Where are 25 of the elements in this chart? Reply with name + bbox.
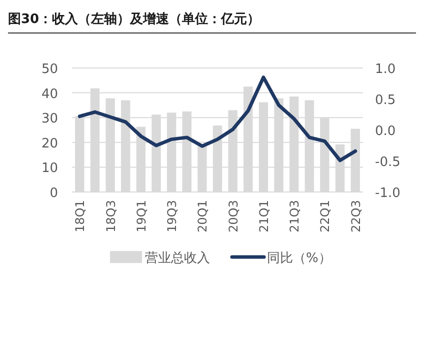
legend-label: 营业总收入 xyxy=(145,251,210,266)
y-tick-label: 30 xyxy=(41,112,58,127)
chart-title: 图30：收入（左轴）及增速（单位：亿元） xyxy=(8,11,260,27)
y-tick-label: 50 xyxy=(41,62,58,77)
y2-tick-label: 0.5 xyxy=(375,93,396,108)
x-tick-label: 22Q3 xyxy=(348,200,363,232)
y-tick-label: 10 xyxy=(41,161,58,176)
x-tick-label: 20Q1 xyxy=(196,200,210,232)
y2-tick-label: 0.0 xyxy=(375,124,396,139)
y-tick-label: 40 xyxy=(41,86,58,102)
y-tick-label: 0 xyxy=(50,186,58,201)
y-tick-label: 20 xyxy=(41,136,58,152)
line-series xyxy=(78,76,358,162)
y2-tick-label: -1.0 xyxy=(375,186,400,201)
x-tick-label: 21Q1 xyxy=(256,200,271,232)
x-tick-label: 18Q1 xyxy=(73,200,88,232)
y2-tick-label: 1.0 xyxy=(375,62,396,77)
x-tick-label: 22Q1 xyxy=(318,200,332,232)
x-tick-label: 20Q3 xyxy=(226,200,240,232)
legend-label: 同比（%） xyxy=(267,251,332,266)
x-tick-label: 18Q3 xyxy=(104,200,118,232)
x-tick-label: 19Q3 xyxy=(165,200,180,232)
x-tick-label: 21Q3 xyxy=(288,200,302,232)
x-tick-label: 19Q1 xyxy=(134,200,148,232)
y2-tick-label: -0.5 xyxy=(375,155,400,170)
